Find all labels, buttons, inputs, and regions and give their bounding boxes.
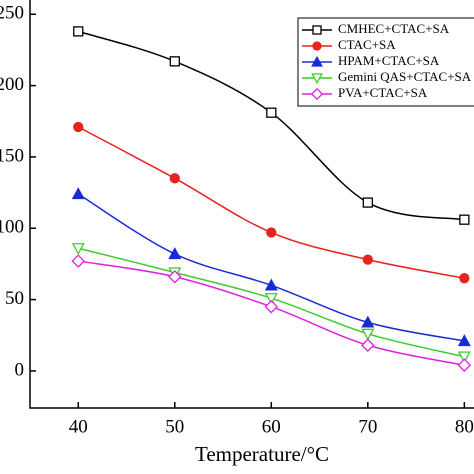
legend-label: Gemini QAS+CTAC+SA (338, 69, 472, 84)
legend-label: PVA+CTAC+SA (338, 85, 428, 100)
marker (71, 254, 86, 268)
x-tick-label: 40 (69, 416, 88, 437)
plot-frame (29, 0, 474, 409)
marker (459, 214, 470, 225)
marker (264, 299, 279, 314)
marker (459, 273, 470, 284)
marker (457, 351, 471, 364)
marker (264, 278, 278, 291)
legend-label: CMHEC+CTAC+SA (338, 21, 450, 36)
marker (266, 227, 277, 238)
marker (71, 187, 85, 200)
marker (312, 25, 322, 35)
y-tick-label: 150 (0, 145, 24, 166)
marker (457, 334, 471, 347)
marker (362, 197, 373, 208)
marker (362, 254, 373, 265)
marker (266, 107, 277, 118)
series-line (77, 126, 465, 279)
marker (457, 358, 472, 372)
x-tick-label: 60 (262, 416, 281, 437)
marker (311, 55, 323, 67)
legend-label: CTAC+SA (338, 37, 396, 52)
marker (311, 73, 323, 85)
marker (168, 269, 182, 284)
marker (169, 173, 180, 184)
x-axis-label: Temperature/°C (195, 442, 329, 466)
marker (73, 121, 84, 133)
marker (310, 87, 324, 101)
marker (71, 243, 85, 255)
y-tick-label: 250 (0, 3, 24, 24)
marker (168, 247, 182, 260)
y-tick-label: 200 (0, 74, 24, 95)
legend-label: HPAM+CTAC+SA (338, 53, 440, 68)
marker (361, 338, 375, 353)
marker (312, 41, 322, 51)
x-tick-label: 70 (358, 416, 377, 437)
y-tick-label: 0 (15, 359, 25, 380)
marker (169, 56, 180, 67)
marker (264, 293, 278, 305)
marker (361, 315, 375, 328)
y-tick-label: 50 (5, 288, 24, 309)
x-tick-label: 50 (165, 416, 184, 437)
y-tick-label: 100 (0, 217, 24, 238)
x-tick-label: 80 (455, 416, 474, 437)
marker (73, 26, 84, 37)
marker (361, 328, 375, 341)
